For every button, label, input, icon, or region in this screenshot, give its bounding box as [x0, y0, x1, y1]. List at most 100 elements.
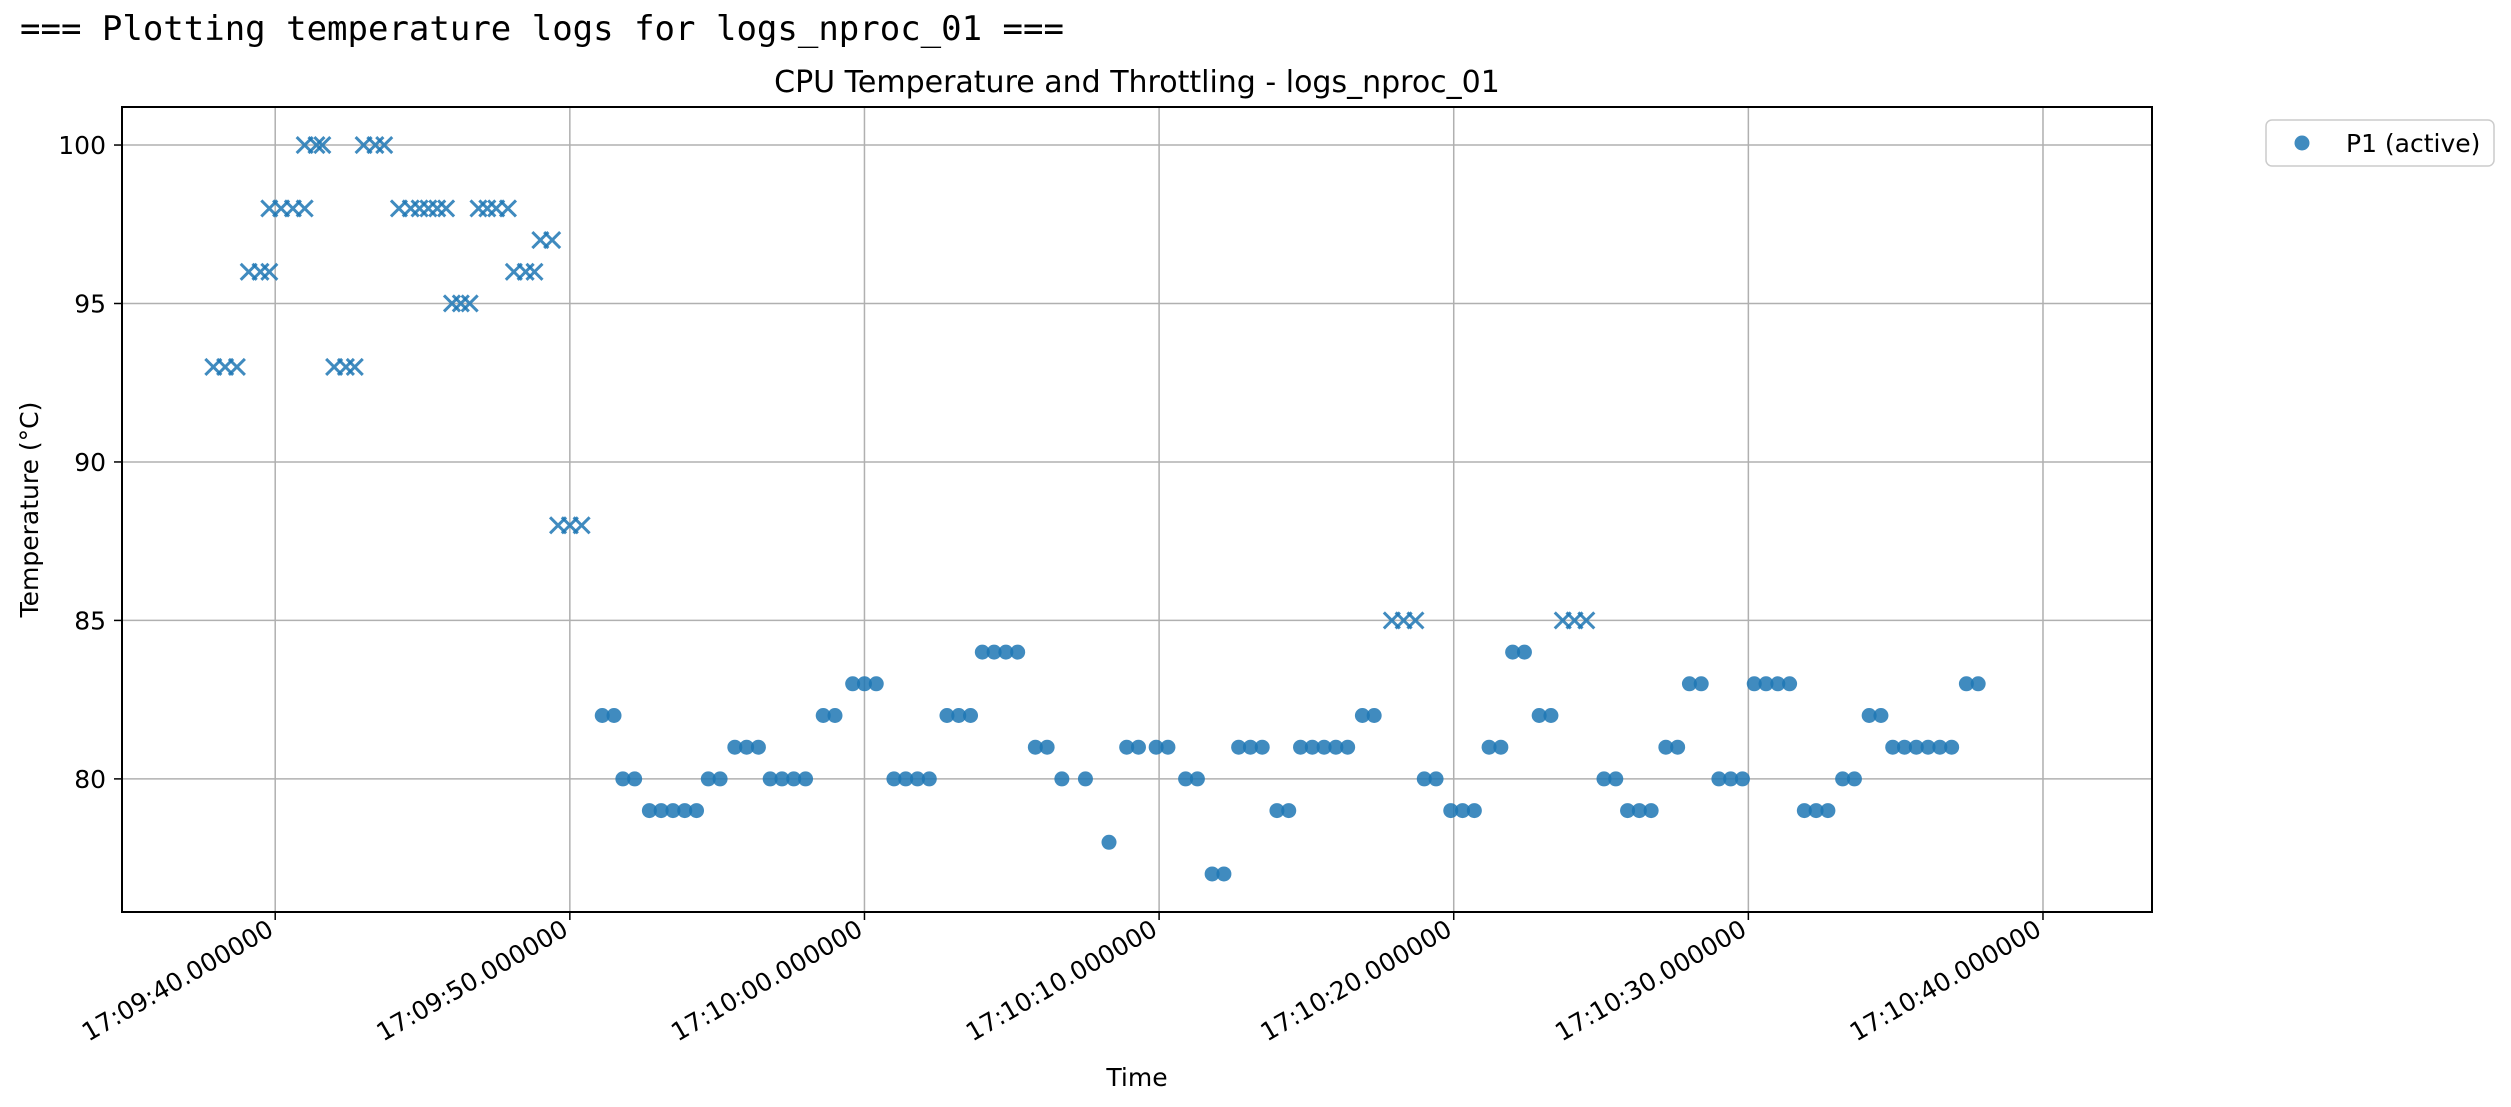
y-tick-label: 100	[58, 131, 106, 160]
data-point-circle	[827, 708, 843, 724]
data-point-circle	[1746, 676, 1762, 692]
x-tick-label: 17:10:10.000000	[961, 914, 1162, 1047]
plot-frame	[121, 106, 2153, 913]
data-point-x	[516, 262, 535, 281]
data-point-circle	[1493, 739, 1509, 755]
data-point-circle	[627, 771, 643, 787]
y-tick-label: 80	[74, 765, 106, 794]
data-point-circle	[665, 803, 681, 819]
data-point-circle	[1596, 771, 1612, 787]
data-point-circle	[974, 644, 990, 660]
data-point-circle	[998, 644, 1014, 660]
x-tick-label: 17:10:00.000000	[666, 914, 867, 1047]
data-point-circle	[1796, 803, 1812, 819]
data-point-circle	[750, 739, 766, 755]
data-point-x	[375, 135, 394, 155]
grid-lines	[122, 107, 2152, 912]
data-point-circle	[1416, 771, 1432, 787]
x-tick-label: 17:10:20.000000	[1255, 914, 1456, 1047]
data-point-circle	[677, 803, 693, 819]
data-point-x	[1406, 611, 1425, 630]
data-point-circle	[1269, 803, 1285, 819]
data-point-circle	[1620, 803, 1636, 819]
data-point-circle	[1054, 771, 1070, 787]
data-point-circle	[1846, 771, 1862, 787]
data-point-circle	[886, 771, 902, 787]
x-axis-label: Time	[1105, 1063, 1167, 1092]
data-point-x	[251, 262, 270, 281]
data-point-circle	[1466, 803, 1482, 819]
data-point-x	[336, 357, 355, 376]
data-point-circle	[1958, 676, 1974, 692]
data-point-circle	[1178, 771, 1194, 787]
data-point-circle	[700, 771, 716, 787]
data-point-circle	[1658, 739, 1674, 755]
data-point-circle	[615, 771, 631, 787]
y-tick-label: 90	[74, 448, 106, 477]
data-point-circle	[1242, 739, 1258, 755]
data-point-circle	[1693, 676, 1709, 692]
data-point-x	[460, 294, 479, 313]
data-point-x	[478, 199, 497, 218]
data-point-x	[307, 135, 326, 155]
data-point-x	[227, 357, 246, 376]
data-point-circle	[868, 676, 884, 692]
data-point-x	[313, 135, 332, 155]
data-point-x	[419, 199, 438, 218]
chart-legend: P1 (active)	[2265, 119, 2495, 167]
data-point-circle	[845, 676, 861, 692]
x-tick-label: 17:09:40.000000	[77, 914, 278, 1047]
data-point-x	[295, 199, 314, 218]
data-point-circle	[774, 771, 790, 787]
data-point-circle	[1027, 739, 1043, 755]
data-point-x	[410, 199, 429, 218]
data-point-circle	[762, 771, 778, 787]
data-point-circle	[1316, 739, 1332, 755]
data-point-circle	[1148, 739, 1164, 755]
data-point-circle	[1670, 739, 1686, 755]
data-point-circle	[1770, 676, 1786, 692]
data-point-circle	[1293, 739, 1309, 755]
legend-label-p1: P1 (active)	[2346, 129, 2480, 158]
x-tick-label: 17:09:50.000000	[372, 914, 573, 1047]
data-point-circle	[1820, 803, 1836, 819]
data-point-circle	[1304, 739, 1320, 755]
data-point-circle	[815, 708, 831, 724]
data-point-x	[437, 199, 456, 218]
data-point-circle	[1723, 771, 1739, 787]
legend-marker-p1	[2294, 135, 2310, 151]
data-point-circle	[1932, 739, 1948, 755]
data-point-circle	[1281, 803, 1297, 819]
data-point-circle	[856, 676, 872, 692]
data-point-circle	[1189, 771, 1205, 787]
data-point-circle	[689, 803, 705, 819]
data-point-circle	[1516, 644, 1532, 660]
data-point-circle	[1861, 708, 1877, 724]
data-point-circle	[921, 771, 937, 787]
data-point-circle	[1711, 771, 1727, 787]
data-point-circle	[1944, 739, 1960, 755]
data-point-circle	[1782, 676, 1798, 692]
y-tick-label: 95	[74, 289, 106, 318]
data-point-circle	[1254, 739, 1270, 755]
data-point-circle	[1455, 803, 1471, 819]
data-point-circle	[739, 739, 755, 755]
data-point-x	[498, 199, 518, 218]
data-point-x	[428, 199, 447, 218]
data-point-circle	[1039, 739, 1055, 755]
chart-title: CPU Temperature and Throttling - logs_np…	[774, 65, 1500, 100]
data-point-circle	[1808, 803, 1824, 819]
data-point-circle	[1908, 739, 1924, 755]
data-point-circle	[1643, 803, 1659, 819]
data-point-x	[260, 262, 279, 281]
console-header-line: === Plotting temperature logs for logs_n…	[20, 9, 1064, 49]
data-point-circle	[1216, 866, 1232, 882]
data-point-circle	[1631, 803, 1647, 819]
data-point-circle	[727, 739, 743, 755]
data-point-circle	[1340, 739, 1356, 755]
data-point-circle	[653, 803, 669, 819]
x-tick-label: 17:10:30.000000	[1550, 914, 1751, 1047]
data-point-circle	[606, 708, 622, 724]
data-point-circle	[1608, 771, 1624, 787]
data-point-circle	[1531, 708, 1547, 724]
